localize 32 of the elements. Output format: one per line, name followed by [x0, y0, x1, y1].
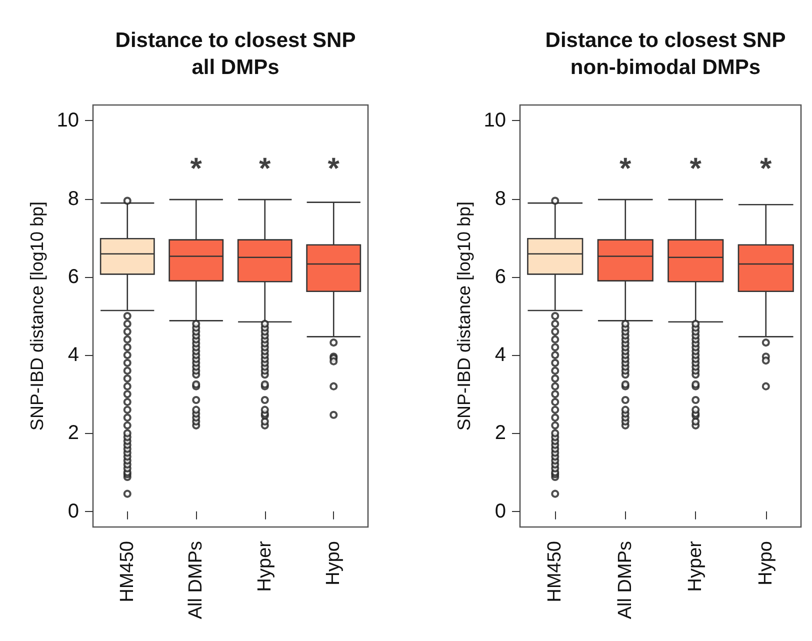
y-tick-label: 4 [68, 344, 79, 366]
chart-title: Distance to closest SNP [115, 29, 356, 52]
y-tick-label: 6 [494, 266, 506, 288]
y-tick-label: 8 [494, 188, 506, 210]
x-tick-label: Hyper [685, 540, 706, 592]
annotation: * [328, 152, 340, 186]
chart-title: Distance to closest SNP [545, 29, 786, 52]
x-tick-label: All DMPs [186, 541, 207, 620]
y-tick-label: 10 [56, 110, 79, 132]
y-tick-label: 6 [68, 266, 79, 288]
y-tick-label: 2 [494, 422, 506, 444]
annotation: * [760, 152, 772, 186]
y-tick-label: 10 [484, 110, 506, 132]
x-tick-label: HM450 [116, 541, 138, 602]
chart-subtitle: non-bimodal DMPs [570, 56, 761, 79]
annotation: * [620, 152, 632, 186]
y-tick-label: 0 [68, 500, 79, 522]
x-tick-label: All DMPs [614, 541, 636, 620]
y-tick-label: 4 [494, 344, 506, 366]
y-axis-title: SNP-IBD distance [log10 bp] [454, 201, 474, 431]
x-tick-label: Hypo [755, 541, 776, 586]
annotation: * [690, 152, 702, 186]
x-tick-label: Hypo [323, 541, 344, 586]
x-tick-label: Hyper [254, 540, 276, 592]
x-tick-label: HM450 [544, 541, 566, 602]
annotation: * [190, 152, 202, 186]
y-tick-label: 2 [68, 422, 79, 444]
chart-subtitle: all DMPs [192, 56, 280, 79]
annotation: * [259, 152, 272, 186]
y-tick-label: 0 [494, 500, 506, 522]
y-axis-title: SNP-IBD distance [log10 bp] [26, 201, 47, 431]
y-tick-label: 8 [68, 188, 79, 210]
